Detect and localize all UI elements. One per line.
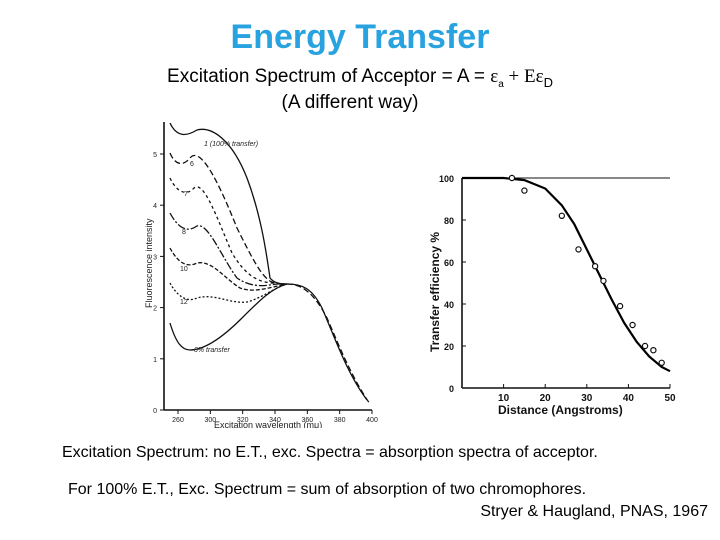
caption-100-percent: For 100% E.T., Exc. Spectrum = sum of ab… [68,481,587,498]
x-tick-label: 300 [204,417,216,424]
curve-8 [169,212,287,287]
y-tick-label: 1 [153,357,157,364]
curve-100-percent [169,122,368,401]
data-point [508,174,516,182]
x-tick-label: 380 [334,417,346,424]
curve-label-0: 0% transfer [194,347,230,354]
y-tick-label: 5 [153,152,157,159]
x-tick-label: 20 [540,393,552,404]
x-tick-label: 360 [301,417,313,424]
curve-label-10: 10 [180,266,188,273]
subtitle-epsilon-a: ε [490,66,499,87]
curve-label-7: 7 [184,191,188,198]
slide-subtitle-line2: (A different way) [281,92,419,113]
citation: Stryer & Haugland, PNAS, 1967 [480,503,708,520]
data-point [658,359,665,366]
y-tick-label: 40 [444,300,454,310]
data-point [616,302,624,310]
slide-subtitle: Excitation Spectrum of Acceptor = A = εa… [0,66,720,90]
x-tick-label: 30 [581,393,593,404]
fit-curve [462,176,671,373]
y-tick-label: 3 [153,254,157,261]
data-point [629,321,636,329]
y-axis-label: Fluorescence intensity [144,218,154,308]
y-tick-label: 2 [153,306,157,313]
data-point [575,246,582,253]
y-tick-label: 4 [153,203,157,210]
x-tick-label: 50 [664,393,676,404]
x-tick-label: 400 [366,417,378,424]
caption-excitation: Excitation Spectrum: no E.T., exc. Spect… [62,444,598,461]
curve-label-8: 8 [182,229,186,236]
x-tick-label: 340 [269,417,281,424]
subtitle-formula-mid: + Eε [503,66,544,87]
y-tick-label: 20 [444,342,454,352]
curve-0-percent [169,283,288,351]
curve-label-12: 12 [180,299,188,306]
curve-label-100: 1 (100% transfer) [204,141,258,148]
y-tick-label: 80 [444,216,454,226]
y-tick-label: 60 [444,258,454,268]
subtitle-prefix: Excitation Spectrum of Acceptor = A = [167,66,491,87]
curve-10 [169,247,288,291]
y-axis-label: Transfer efficiency % [428,232,442,352]
data-point [521,187,528,194]
data-point [558,212,566,220]
slide-title: Energy Transfer [230,18,490,56]
curve-6 [169,152,371,405]
y-tick-label: 0 [449,384,454,394]
data-point [650,346,657,354]
y-tick-label: 100 [439,174,454,184]
subtitle-sub-a: a [498,78,504,90]
x-tick-label: 320 [237,417,249,424]
data-point [641,342,649,350]
x-tick-label: 40 [623,393,635,404]
x-axis-label: Excitation wavelength (mμ) [214,420,322,428]
x-tick-label: 260 [172,417,184,424]
subtitle-sub-d: D [543,74,553,90]
y-tick-label: 0 [153,408,157,415]
transfer-efficiency-chart: 10 20 30 40 50 0 20 40 60 80 100 Transfer efficien… [402,164,684,426]
x-axis-label: Distance (Angstroms) [498,403,623,417]
x-tick-label: 10 [498,393,510,404]
data-point [591,262,599,270]
curve-label-6: 6 [190,161,194,168]
data-point [600,277,607,285]
